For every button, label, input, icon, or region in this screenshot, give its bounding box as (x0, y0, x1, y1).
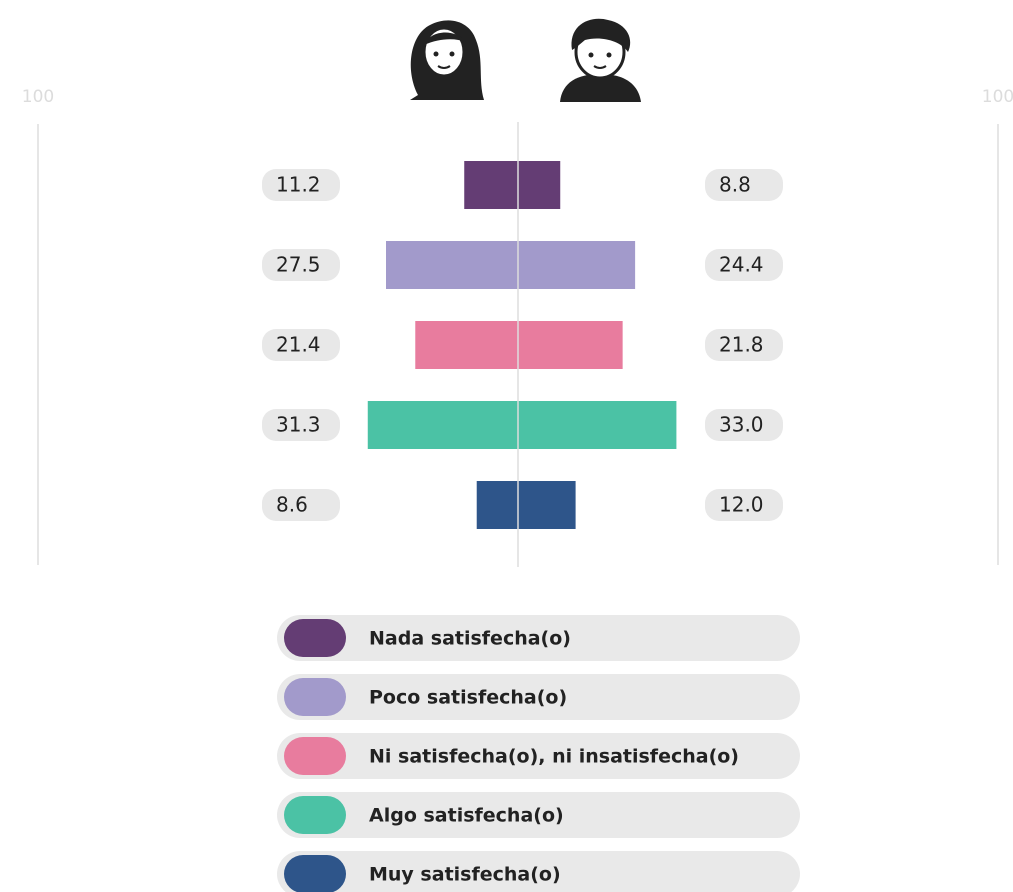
bar (464, 161, 518, 209)
value-pill (262, 249, 340, 281)
value-label: 21.8 (719, 333, 764, 357)
value-label: 33.0 (719, 413, 764, 437)
value-pill (262, 489, 340, 521)
bar (518, 321, 623, 369)
value-pill (705, 489, 783, 521)
legend-label: Ni satisfecha(o), ni insatisfecha(o) (369, 746, 739, 768)
value-pill (262, 169, 340, 201)
bar (518, 161, 561, 209)
bar (518, 401, 677, 449)
bar (518, 241, 636, 289)
legend-swatch (284, 737, 346, 775)
value-label: 8.8 (719, 173, 751, 197)
bar (476, 481, 518, 529)
value-pill (705, 409, 783, 441)
value-label: 8.6 (276, 493, 308, 517)
value-label: 11.2 (276, 173, 321, 197)
value-label: 24.4 (719, 253, 764, 277)
legend-swatch (284, 796, 346, 834)
value-pill (705, 249, 783, 281)
man-icon (560, 18, 641, 102)
value-pill (705, 329, 783, 361)
value-label: 21.4 (276, 333, 321, 357)
legend-pill (277, 615, 800, 661)
legend-label: Muy satisfecha(o) (369, 864, 561, 886)
value-label: 27.5 (276, 253, 321, 277)
legend-pill (277, 674, 800, 720)
woman-icon (410, 20, 484, 100)
bar (367, 401, 518, 449)
legend-pill (277, 851, 800, 892)
legend-pill (277, 792, 800, 838)
x-tick-label: 100 (982, 87, 1013, 107)
legend-label: Nada satisfecha(o) (369, 628, 571, 650)
legend-swatch (284, 855, 346, 892)
legend-swatch (284, 619, 346, 657)
legend-pill (277, 733, 800, 779)
bar (386, 241, 518, 289)
legend-swatch (284, 678, 346, 716)
value-pill (705, 169, 783, 201)
value-pill (262, 329, 340, 361)
x-tick-label: 100 (22, 87, 54, 107)
bar (415, 321, 518, 369)
value-label: 31.3 (276, 413, 321, 437)
bar (518, 481, 576, 529)
legend-label: Algo satisfecha(o) (369, 805, 564, 827)
value-pill (262, 409, 340, 441)
legend-label: Poco satisfecha(o) (369, 687, 567, 709)
value-label: 12.0 (719, 493, 764, 517)
